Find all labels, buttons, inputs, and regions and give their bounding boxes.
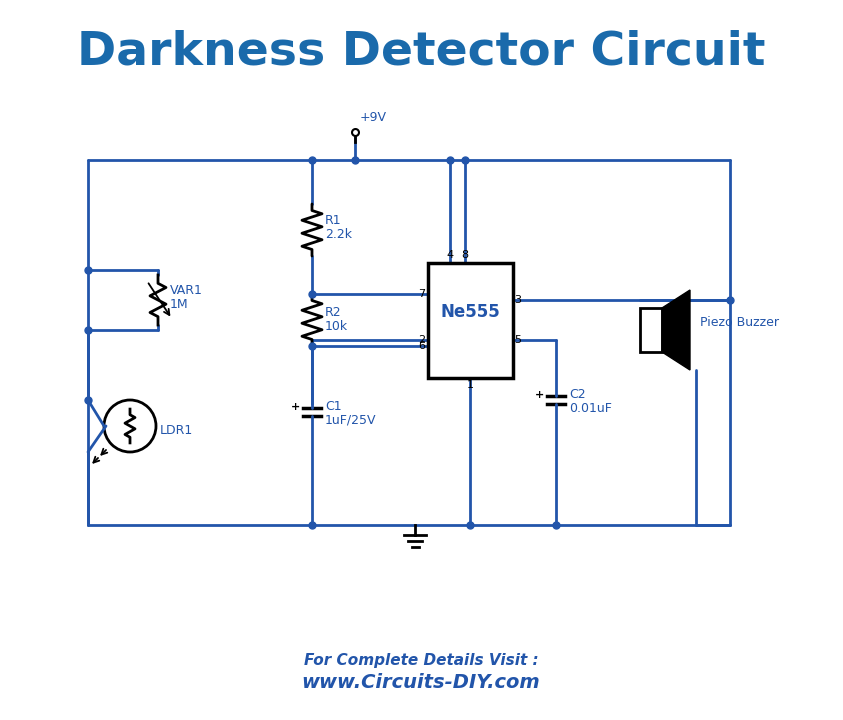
- Text: C1: C1: [325, 400, 341, 413]
- Text: Piezo Buzzer: Piezo Buzzer: [700, 315, 779, 328]
- Text: Darkness Detector Circuit: Darkness Detector Circuit: [77, 30, 765, 74]
- Text: +: +: [291, 402, 300, 413]
- Text: R1: R1: [325, 214, 341, 227]
- Text: 4: 4: [447, 251, 454, 261]
- Text: 1uF/25V: 1uF/25V: [325, 413, 377, 426]
- Text: 3: 3: [514, 295, 522, 305]
- Bar: [427, 263, 513, 377]
- Text: 1: 1: [466, 380, 474, 390]
- Text: R2: R2: [325, 305, 341, 318]
- Text: 1M: 1M: [170, 299, 189, 312]
- Text: 10k: 10k: [325, 320, 348, 333]
- Text: 0.01uF: 0.01uF: [569, 402, 612, 415]
- Text: Ne555: Ne555: [440, 303, 500, 321]
- Bar: [640, 308, 662, 352]
- Polygon shape: [662, 290, 690, 370]
- Text: LDR1: LDR1: [160, 425, 193, 438]
- Text: 5: 5: [514, 335, 522, 345]
- Text: 2.2k: 2.2k: [325, 228, 352, 240]
- Text: +: +: [534, 390, 544, 400]
- Text: For Complete Details Visit :: For Complete Details Visit :: [303, 652, 539, 667]
- Text: www.Circuits-DIY.com: www.Circuits-DIY.com: [302, 672, 540, 691]
- Text: 7: 7: [418, 289, 426, 299]
- Text: +9V: +9V: [360, 111, 387, 124]
- Text: 6: 6: [418, 341, 426, 351]
- Text: 2: 2: [418, 335, 426, 345]
- Text: C2: C2: [569, 389, 586, 402]
- Text: 8: 8: [461, 251, 469, 261]
- Text: VAR1: VAR1: [170, 284, 203, 297]
